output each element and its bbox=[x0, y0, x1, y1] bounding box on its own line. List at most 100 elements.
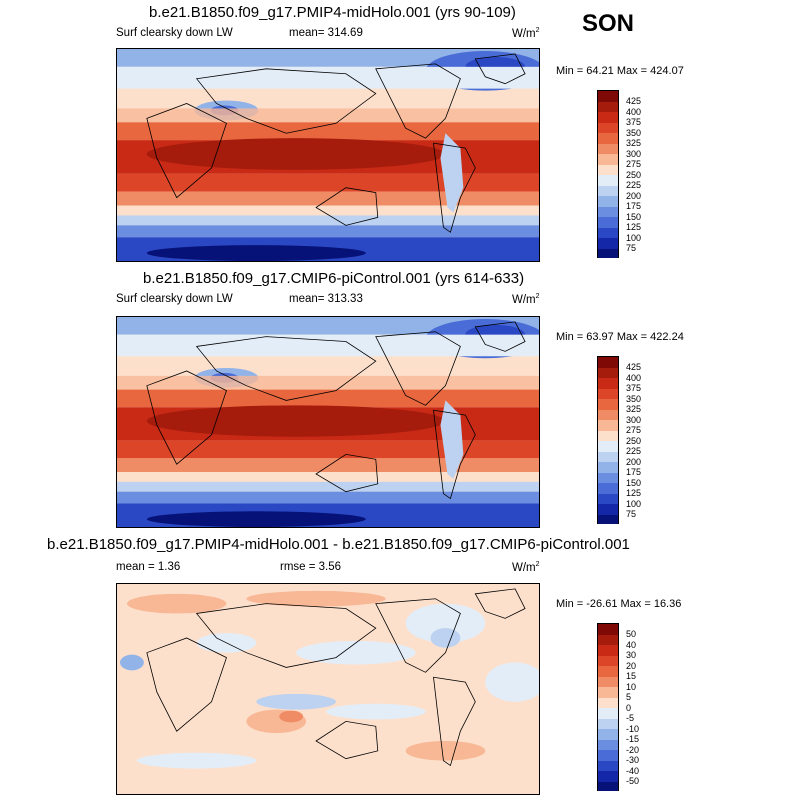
p3-swatch-16 bbox=[598, 781, 618, 791]
panel-1-map-svg bbox=[117, 49, 539, 261]
p2-tick: 75 bbox=[626, 509, 637, 519]
p3-swatch-2 bbox=[598, 634, 618, 645]
p3-swatch-8 bbox=[598, 697, 618, 708]
p2-tick: 400 bbox=[626, 372, 642, 383]
p2-swatch-12 bbox=[598, 472, 618, 483]
panel-2-mean-label: mean= 313.33 bbox=[289, 293, 363, 305]
p1-swatch-13 bbox=[598, 217, 618, 228]
p2-swatch-2 bbox=[598, 367, 618, 378]
panel-1-colorbar bbox=[597, 90, 619, 258]
p1-tick: 375 bbox=[626, 117, 642, 127]
p2-swatch-5 bbox=[598, 399, 618, 410]
p1-tick: 425 bbox=[626, 96, 642, 106]
p1-swatch-10 bbox=[598, 185, 618, 196]
panel-1-map bbox=[116, 48, 540, 262]
p3-tick: 50 bbox=[626, 629, 637, 639]
p1-swatch-4 bbox=[598, 122, 618, 133]
p2-tick: 200 bbox=[626, 456, 642, 467]
panel-3-title: b.e21.B1850.f09_g17.PMIP4-midHolo.001 - … bbox=[47, 536, 630, 553]
p3-swatch-15 bbox=[598, 771, 618, 782]
p1-swatch-8 bbox=[598, 164, 618, 175]
p1-tick: 100 bbox=[626, 232, 642, 243]
p2-swatch-10 bbox=[598, 451, 618, 462]
p3-swatch-7 bbox=[598, 687, 618, 698]
p3-swatch-11 bbox=[598, 729, 618, 740]
p3-swatch-12 bbox=[598, 739, 618, 750]
p2-swatch-16 bbox=[598, 514, 618, 524]
p3-tick: 5 bbox=[626, 692, 632, 702]
p2-swatch-6 bbox=[598, 409, 618, 420]
p1-swatch-3 bbox=[598, 112, 618, 123]
p1-tick: 200 bbox=[626, 190, 642, 201]
panel-1-title: b.e21.B1850.f09_g17.PMIP4-midHolo.001 (y… bbox=[149, 4, 516, 21]
p1-tick: 350 bbox=[626, 127, 642, 138]
p1-swatch-14 bbox=[598, 227, 618, 238]
p3-swatch-6 bbox=[598, 676, 618, 687]
p2-tick: 350 bbox=[626, 393, 642, 404]
p1-swatch-1 bbox=[598, 91, 618, 102]
p2-tick: 100 bbox=[626, 498, 642, 509]
p3-tick: 20 bbox=[626, 660, 637, 671]
p2-tick: 175 bbox=[626, 467, 642, 477]
p2-swatch-11 bbox=[598, 462, 618, 473]
p3-swatch-4 bbox=[598, 655, 618, 666]
p1-swatch-5 bbox=[598, 133, 618, 144]
panel-3-map bbox=[116, 583, 540, 795]
p3-tick: 15 bbox=[626, 671, 637, 681]
panel-2-map bbox=[116, 316, 540, 528]
p2-swatch-7 bbox=[598, 420, 618, 431]
p3-tick: -30 bbox=[626, 755, 640, 765]
p2-tick: 150 bbox=[626, 477, 642, 488]
p2-tick: 125 bbox=[626, 488, 642, 498]
p1-tick: 225 bbox=[626, 180, 642, 190]
p2-swatch-3 bbox=[598, 378, 618, 389]
p1-tick: 400 bbox=[626, 106, 642, 117]
season-label: SON bbox=[582, 10, 635, 37]
p1-swatch-6 bbox=[598, 143, 618, 154]
p2-tick: 275 bbox=[626, 425, 642, 435]
p1-swatch-15 bbox=[598, 238, 618, 249]
panel-1-minmax: Min = 64.21 Max = 424.07 bbox=[556, 65, 684, 77]
p1-tick: 75 bbox=[626, 243, 637, 253]
p1-swatch-16 bbox=[598, 248, 618, 258]
p2-swatch-1 bbox=[598, 357, 618, 368]
panel-3-rmse-label: rmse = 3.56 bbox=[280, 561, 342, 573]
p3-tick: -10 bbox=[626, 723, 640, 734]
p2-swatch-13 bbox=[598, 483, 618, 494]
p3-tick: 30 bbox=[626, 650, 637, 660]
panel-3-map-svg bbox=[117, 584, 539, 794]
p1-tick: 325 bbox=[626, 138, 642, 148]
panel-1-units: W/m2 bbox=[512, 27, 540, 40]
p2-swatch-4 bbox=[598, 388, 618, 399]
p3-tick: -50 bbox=[626, 776, 640, 786]
panel-1-variable-label: Surf clearsky down LW bbox=[116, 27, 233, 39]
p3-swatch-3 bbox=[598, 645, 618, 656]
p3-swatch-13 bbox=[598, 750, 618, 761]
p2-swatch-14 bbox=[598, 493, 618, 504]
p3-swatch-9 bbox=[598, 708, 618, 719]
panel-3-units: W/m2 bbox=[512, 561, 540, 574]
p1-swatch-12 bbox=[598, 206, 618, 217]
panel-2-colorbar bbox=[597, 356, 619, 524]
p1-tick: 250 bbox=[626, 169, 642, 180]
panel-1-mean-label: mean= 314.69 bbox=[289, 27, 363, 39]
p3-swatch-10 bbox=[598, 718, 618, 729]
panel-2-map-svg bbox=[117, 317, 539, 527]
p2-tick: 300 bbox=[626, 414, 642, 425]
p1-swatch-2 bbox=[598, 101, 618, 112]
p3-tick: -40 bbox=[626, 765, 640, 776]
p2-tick: 325 bbox=[626, 404, 642, 414]
p3-tick: -15 bbox=[626, 734, 640, 744]
panel-3-mean-label: mean = 1.36 bbox=[116, 561, 181, 573]
p2-swatch-9 bbox=[598, 441, 618, 452]
panel-2-variable-label: Surf clearsky down LW bbox=[116, 293, 233, 305]
panel-2-title: b.e21.B1850.f09_g17.CMIP6-piControl.001 … bbox=[143, 270, 525, 287]
p1-swatch-7 bbox=[598, 154, 618, 165]
p1-tick: 275 bbox=[626, 159, 642, 169]
p3-tick: -5 bbox=[626, 713, 635, 723]
p2-swatch-15 bbox=[598, 504, 618, 515]
p2-tick: 225 bbox=[626, 446, 642, 456]
p1-tick: 300 bbox=[626, 148, 642, 159]
p1-swatch-9 bbox=[598, 175, 618, 186]
panel-3-minmax: Min = -26.61 Max = 16.36 bbox=[556, 598, 682, 610]
